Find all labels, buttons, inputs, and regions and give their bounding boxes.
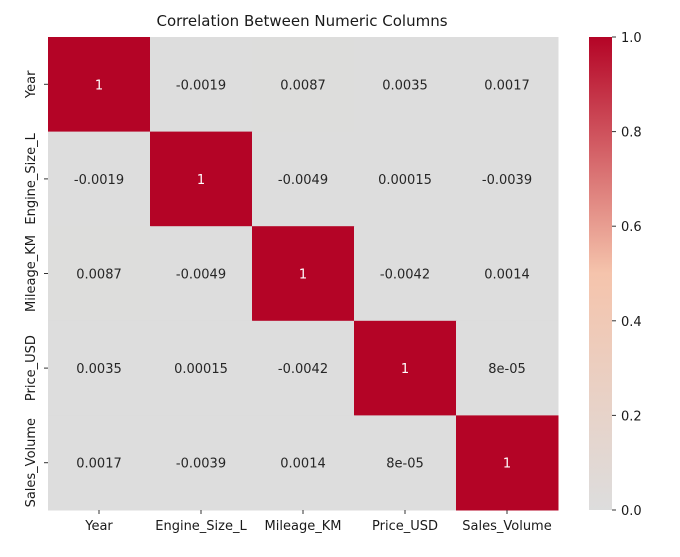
cell-annotation: 1 xyxy=(299,268,307,283)
heatmap-cell xyxy=(354,320,457,416)
cell-annotation: 0.0014 xyxy=(484,268,530,283)
colorbar-tick-label: 0.4 xyxy=(621,315,642,330)
x-tick-label: Mileage_KM xyxy=(265,519,342,534)
colorbar-tick-label: 0.6 xyxy=(621,220,642,235)
y-axis-ticks: Year Engine_Size_L Mileage_KM Price_USD Sale… xyxy=(24,70,48,507)
heatmap-cell xyxy=(456,226,559,322)
cell-annotation: 0.0035 xyxy=(76,362,122,377)
heatmap-cells xyxy=(48,37,559,511)
cell-annotation: 8e-05 xyxy=(488,362,526,377)
cell-annotation: -0.0019 xyxy=(176,78,226,93)
cell-annotation: 0.0014 xyxy=(280,457,326,472)
colorbar-tick-label: 0.8 xyxy=(621,126,642,141)
cell-annotation: 0.0035 xyxy=(382,78,428,93)
heatmap-cell xyxy=(354,37,457,133)
heatmap-cell xyxy=(48,37,151,133)
heatmap-cell xyxy=(252,131,355,227)
cell-annotation: 0.0017 xyxy=(484,78,530,93)
heatmap-cell xyxy=(456,37,559,133)
colorbar-tick-label: 1.0 xyxy=(621,31,642,46)
x-tick-label: Sales_Volume xyxy=(462,519,551,534)
colorbar-tick-label: 0.0 xyxy=(621,504,642,519)
cell-annotation: 1 xyxy=(95,78,103,93)
cell-annotation: -0.0042 xyxy=(278,362,328,377)
colorbar xyxy=(589,37,612,510)
heatmap-cell xyxy=(252,415,355,511)
cell-annotation: -0.0049 xyxy=(176,268,226,283)
heatmap-cell xyxy=(150,320,253,416)
heatmap-cell xyxy=(252,226,355,322)
x-tick-label: Engine_Size_L xyxy=(155,519,247,534)
heatmap-cell xyxy=(48,226,151,322)
heatmap-cell xyxy=(48,415,151,511)
cell-annotation: -0.0039 xyxy=(176,457,226,472)
cell-annotation: 0.0017 xyxy=(76,457,122,472)
cell-annotation: 1 xyxy=(197,173,205,188)
heatmap-cell xyxy=(456,131,559,227)
x-axis-ticks: Year Engine_Size_L Mileage_KM Price_USD Sale… xyxy=(84,510,552,534)
y-tick-label: Sales_Volume xyxy=(24,418,39,507)
cell-annotation: -0.0039 xyxy=(482,173,532,188)
cell-annotation: 1 xyxy=(503,457,511,472)
heatmap-cell xyxy=(252,37,355,133)
colorbar-tick-label: 0.2 xyxy=(621,409,642,424)
cell-annotation: -0.0049 xyxy=(278,173,328,188)
heatmap-cell xyxy=(252,320,355,416)
cell-annotation: 0.00015 xyxy=(174,362,228,377)
x-tick-label: Price_USD xyxy=(372,519,438,534)
heatmap-cell xyxy=(48,320,151,416)
heatmap-cell xyxy=(150,37,253,133)
cell-annotation: 0.0087 xyxy=(280,78,326,93)
cell-annotation: -0.0019 xyxy=(74,173,124,188)
heatmap-cell xyxy=(48,131,151,227)
y-tick-label: Engine_Size_L xyxy=(24,132,39,224)
cell-annotation: 1 xyxy=(401,362,409,377)
cell-annotation: 8e-05 xyxy=(386,457,424,472)
heatmap-cell xyxy=(150,131,253,227)
y-tick-label: Mileage_KM xyxy=(24,235,39,312)
chart-title: Correlation Between Numeric Columns xyxy=(156,12,447,30)
cell-annotation: -0.0042 xyxy=(380,268,430,283)
y-tick-label: Year xyxy=(24,70,39,99)
heatmap-cell xyxy=(354,415,457,511)
heatmap-cell xyxy=(150,415,253,511)
cell-annotation: 0.00015 xyxy=(378,173,432,188)
heatmap-cell xyxy=(354,226,457,322)
heatmap-annotations: 1 -0.0019 0.0087 0.0035 0.0017 -0.0019 1 -0.004… xyxy=(74,78,532,471)
cell-annotation: 0.0087 xyxy=(76,268,122,283)
y-tick-label: Price_USD xyxy=(24,335,39,401)
heatmap-cell xyxy=(456,415,559,511)
x-tick-label: Year xyxy=(84,519,113,534)
heatmap-cell xyxy=(456,320,559,416)
heatmap-cell xyxy=(354,131,457,227)
heatmap-cell xyxy=(150,226,253,322)
colorbar-ticks: 0.0 0.2 0.4 0.6 0.8 1.0 xyxy=(612,31,642,519)
